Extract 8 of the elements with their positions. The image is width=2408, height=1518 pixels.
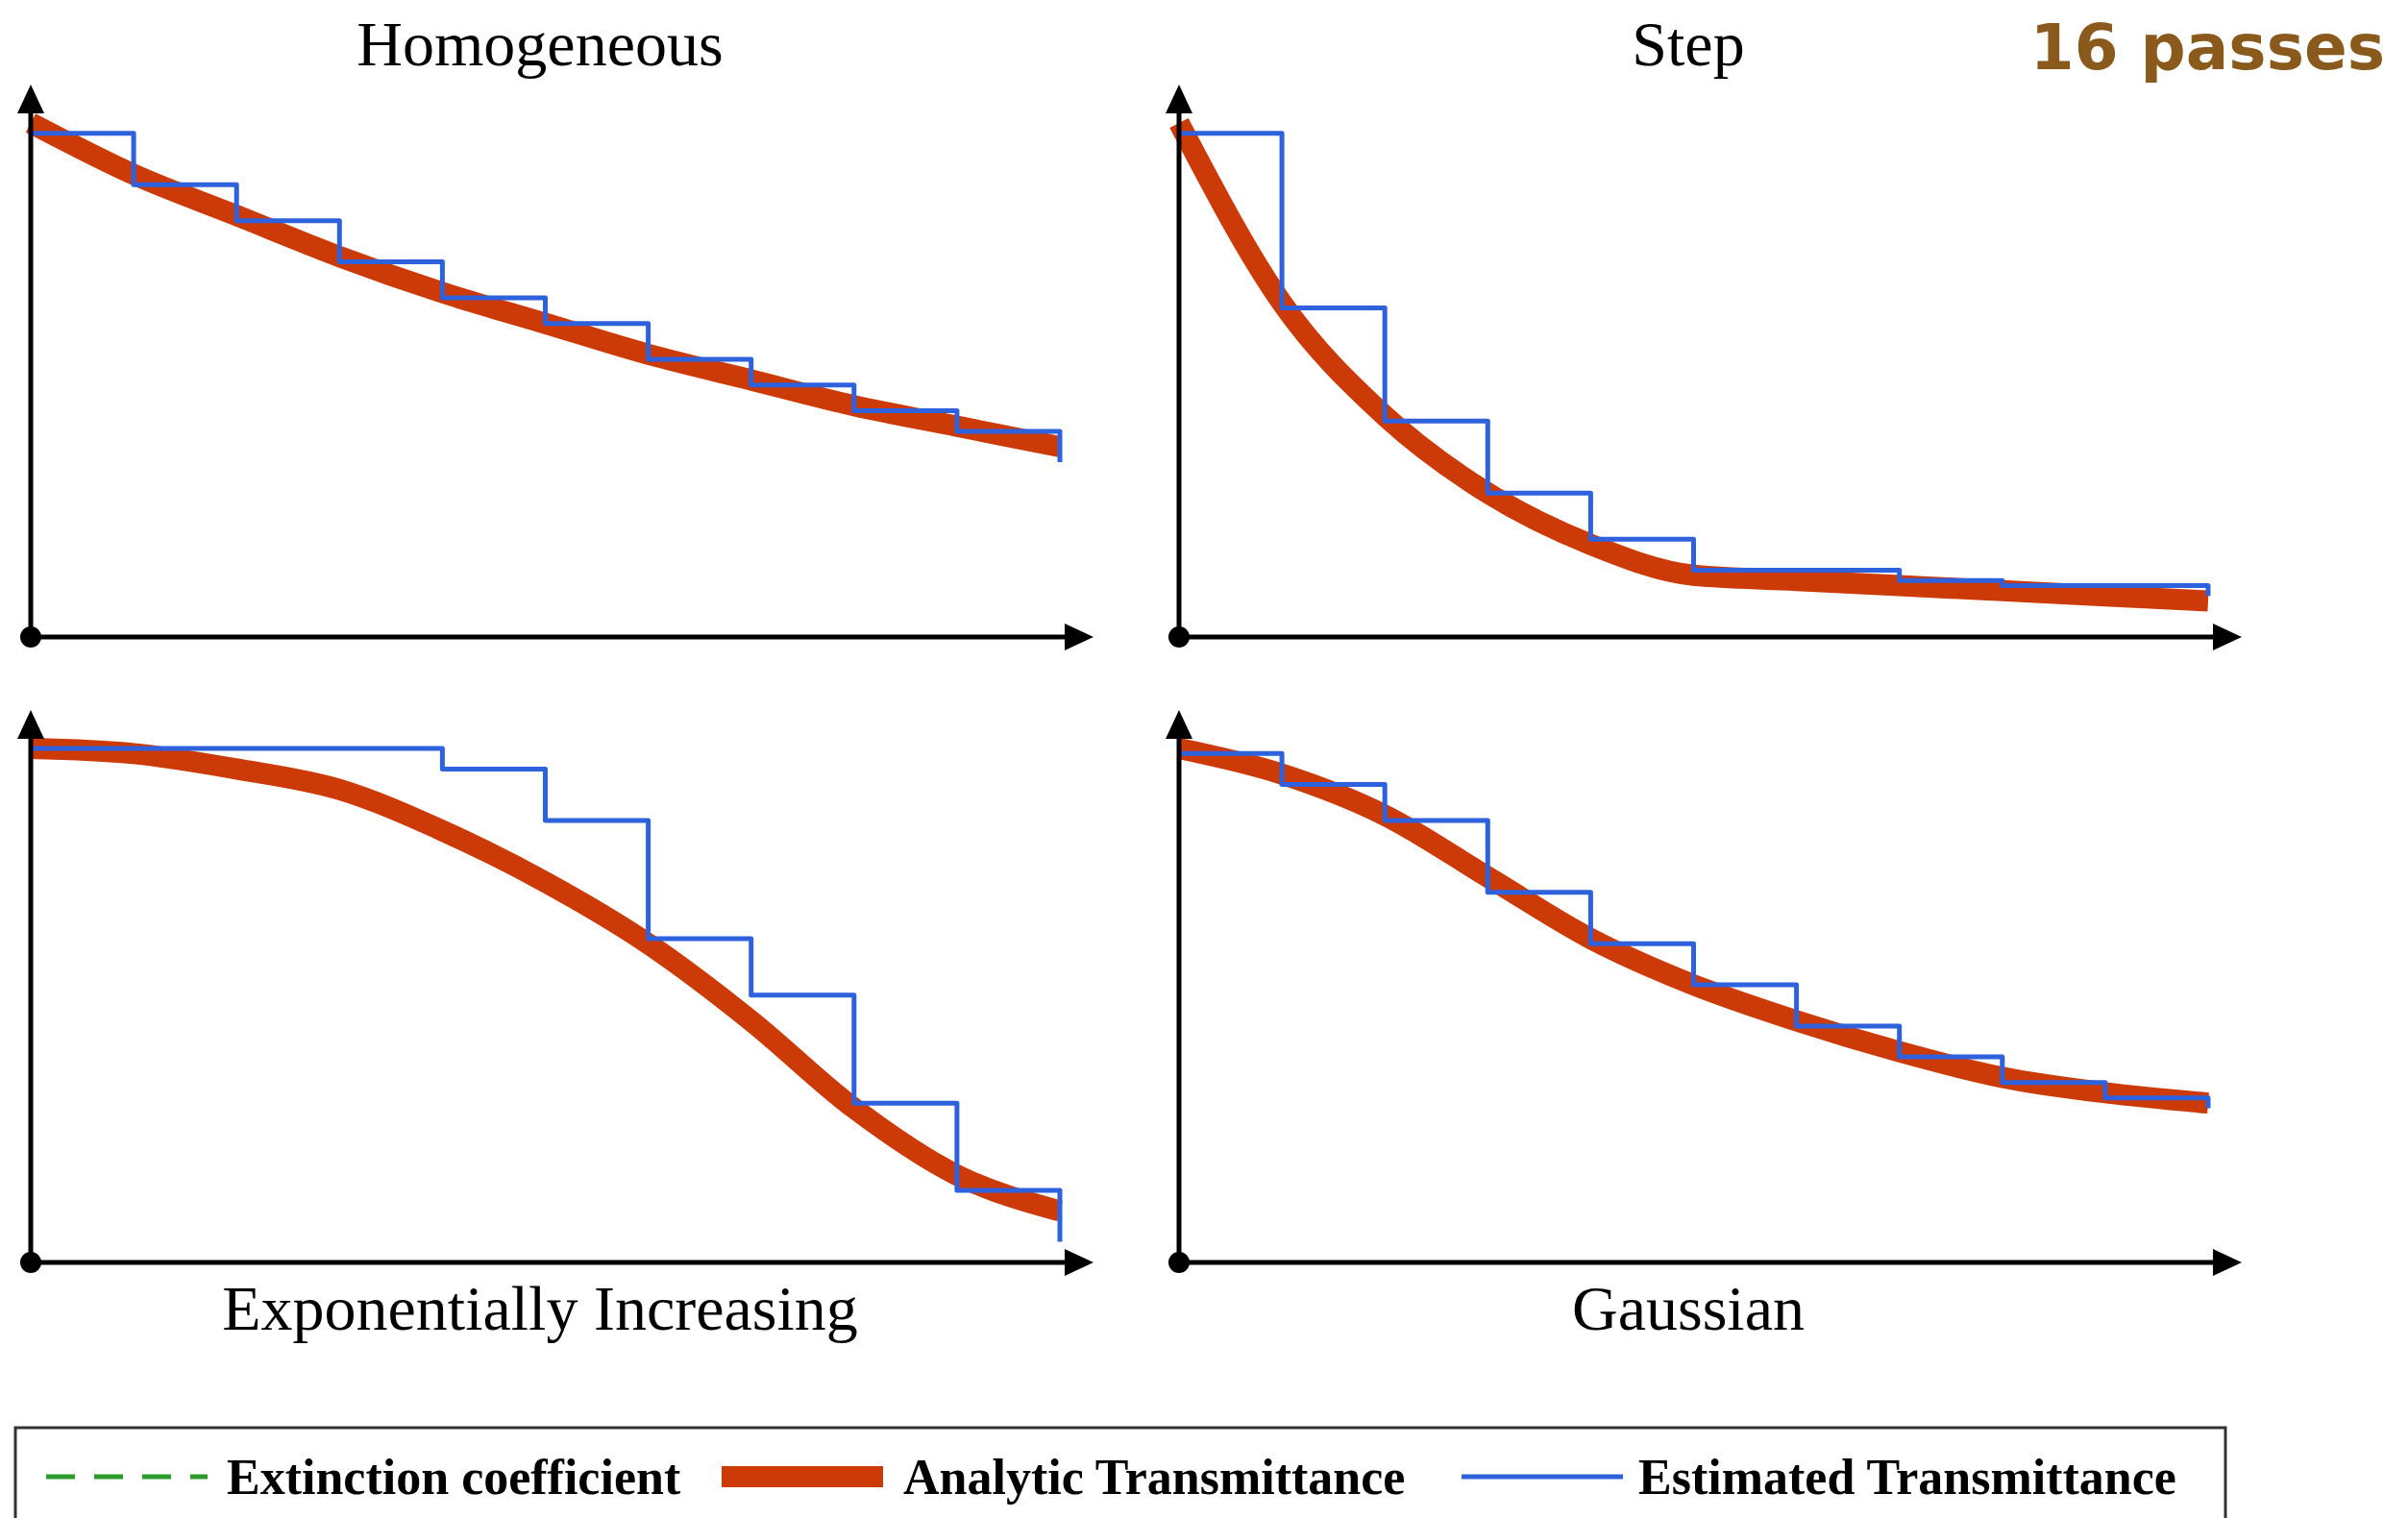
chart-title: Homogeneous xyxy=(356,9,724,79)
legend-label: Analytic Transmittance xyxy=(903,1450,1406,1505)
legend-label: Estimated Transmittance xyxy=(1638,1450,2176,1505)
text: Gaussian xyxy=(1572,1273,1805,1343)
text: 16 passes xyxy=(2029,11,2385,85)
chart-title: Step xyxy=(1632,9,1745,79)
legend-label: Extinction coefficient xyxy=(227,1450,681,1505)
text: Exponentially Increasing xyxy=(222,1273,858,1343)
